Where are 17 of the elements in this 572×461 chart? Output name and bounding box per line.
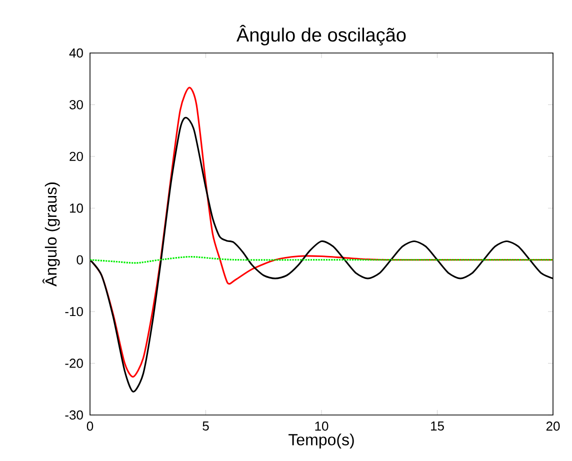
x-tick-label: 10 bbox=[315, 422, 328, 431]
x-tick-label: 20 bbox=[546, 422, 560, 431]
x-axis-title: Tempo(s) bbox=[288, 434, 354, 449]
y-tick-label: -20 bbox=[65, 358, 83, 368]
y-tick-label: -30 bbox=[65, 410, 83, 420]
chart-title: Ângulo de oscilação bbox=[236, 24, 406, 46]
y-tick-label: -10 bbox=[65, 306, 83, 316]
y-tick-label: 20 bbox=[70, 152, 83, 162]
line-series bbox=[90, 256, 554, 264]
x-tick-label: 5 bbox=[202, 422, 209, 431]
x-tick-label: 0 bbox=[86, 422, 94, 431]
y-tick-label: 30 bbox=[70, 100, 83, 110]
y-tick-label: 0 bbox=[76, 255, 83, 264]
y-tick-label: 10 bbox=[70, 204, 83, 213]
y-axis-title: Ângulo (graus) bbox=[42, 182, 60, 286]
x-tick-label: 15 bbox=[431, 422, 444, 431]
y-tick-label: 40 bbox=[69, 48, 83, 58]
